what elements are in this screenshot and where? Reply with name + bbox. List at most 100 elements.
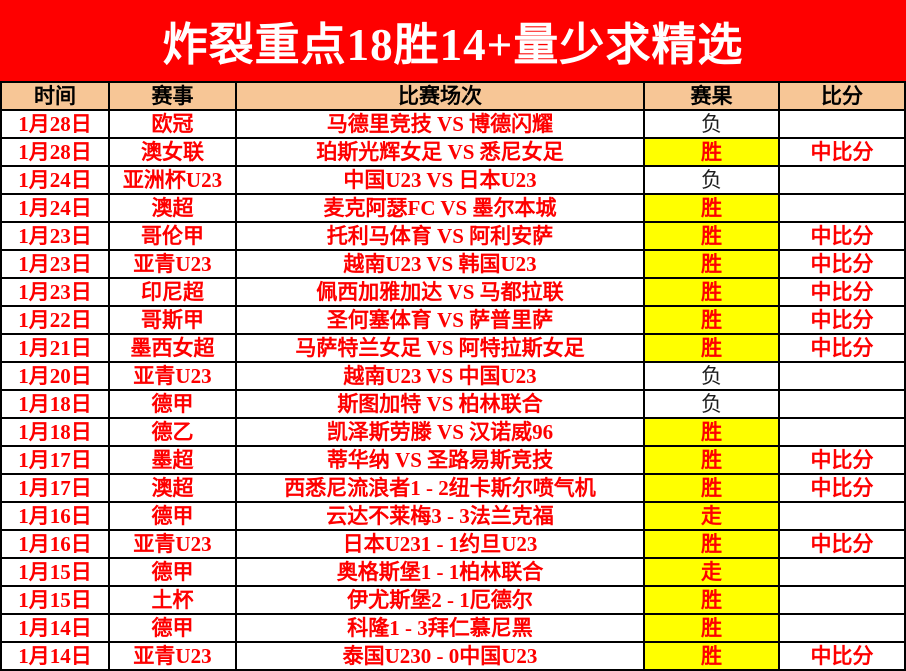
cell-result: 胜: [645, 615, 780, 643]
cell-league: 亚青U23: [110, 531, 237, 559]
cell-league: 德甲: [110, 615, 237, 643]
cell-score: [780, 615, 906, 643]
cell-score: 中比分: [780, 531, 906, 559]
table-row: 1月16日 德甲 云达不莱梅3 - 3法兰克福 走: [0, 503, 906, 531]
header-time: 时间: [0, 83, 110, 111]
cell-match: 科隆1 - 3拜仁慕尼黑: [237, 615, 645, 643]
cell-league: 亚洲杯U23: [110, 167, 237, 195]
cell-score: 中比分: [780, 279, 906, 307]
cell-date: 1月18日: [0, 391, 110, 419]
table-row: 1月17日 澳超 西悉尼流浪者1 - 2纽卡斯尔喷气机 胜 中比分: [0, 475, 906, 503]
banner-title: 炸裂重点18胜14+量少求精选: [162, 20, 744, 70]
cell-result: 胜: [645, 587, 780, 615]
cell-league: 澳女联: [110, 139, 237, 167]
cell-league: 德甲: [110, 559, 237, 587]
cell-league: 澳超: [110, 195, 237, 223]
header-match: 比赛场次: [237, 83, 645, 111]
cell-match: 麦克阿瑟FC VS 墨尔本城: [237, 195, 645, 223]
cell-match: 托利马体育 VS 阿利安萨: [237, 223, 645, 251]
cell-date: 1月14日: [0, 615, 110, 643]
cell-match: 马萨特兰女足 VS 阿特拉斯女足: [237, 335, 645, 363]
cell-date: 1月28日: [0, 139, 110, 167]
cell-result: 胜: [645, 419, 780, 447]
header-score: 比分: [780, 83, 906, 111]
cell-match: 日本U231 - 1约旦U23: [237, 531, 645, 559]
table-row: 1月15日 德甲 奥格斯堡1 - 1柏林联合 走: [0, 559, 906, 587]
cell-score: [780, 587, 906, 615]
cell-result: 胜: [645, 447, 780, 475]
cell-score: 中比分: [780, 307, 906, 335]
cell-score: [780, 559, 906, 587]
cell-date: 1月23日: [0, 223, 110, 251]
cell-league: 亚青U23: [110, 643, 237, 671]
table-row: 1月23日 印尼超 佩西加雅加达 VS 马都拉联 胜 中比分: [0, 279, 906, 307]
cell-score: 中比分: [780, 251, 906, 279]
table-row: 1月15日 土杯 伊尤斯堡2 - 1厄德尔 胜: [0, 587, 906, 615]
cell-league: 欧冠: [110, 111, 237, 139]
cell-league: 亚青U23: [110, 251, 237, 279]
cell-league: 印尼超: [110, 279, 237, 307]
cell-result: 胜: [645, 643, 780, 671]
cell-match: 泰国U230 - 0中国U23: [237, 643, 645, 671]
cell-score: [780, 419, 906, 447]
cell-score: 中比分: [780, 223, 906, 251]
cell-date: 1月17日: [0, 447, 110, 475]
cell-match: 奥格斯堡1 - 1柏林联合: [237, 559, 645, 587]
cell-league: 澳超: [110, 475, 237, 503]
table-row: 1月28日 澳女联 珀斯光辉女足 VS 悉尼女足 胜 中比分: [0, 139, 906, 167]
cell-result: 胜: [645, 223, 780, 251]
table-row: 1月23日 哥伦甲 托利马体育 VS 阿利安萨 胜 中比分: [0, 223, 906, 251]
cell-match: 斯图加特 VS 柏林联合: [237, 391, 645, 419]
cell-score: 中比分: [780, 475, 906, 503]
cell-match: 佩西加雅加达 VS 马都拉联: [237, 279, 645, 307]
cell-score: [780, 111, 906, 139]
cell-date: 1月15日: [0, 587, 110, 615]
cell-result: 胜: [645, 195, 780, 223]
cell-date: 1月24日: [0, 167, 110, 195]
header-league: 赛事: [110, 83, 237, 111]
cell-score: [780, 391, 906, 419]
table-row: 1月16日 亚青U23 日本U231 - 1约旦U23 胜 中比分: [0, 531, 906, 559]
table-row: 1月17日 墨超 蒂华纳 VS 圣路易斯竞技 胜 中比分: [0, 447, 906, 475]
table-header-row: 时间 赛事 比赛场次 赛果 比分: [0, 83, 906, 111]
cell-league: 土杯: [110, 587, 237, 615]
cell-result: 胜: [645, 279, 780, 307]
cell-date: 1月24日: [0, 195, 110, 223]
table-row: 1月14日 德甲 科隆1 - 3拜仁慕尼黑 胜: [0, 615, 906, 643]
cell-result: 负: [645, 167, 780, 195]
cell-league: 德乙: [110, 419, 237, 447]
cell-date: 1月23日: [0, 251, 110, 279]
header-result: 赛果: [645, 83, 780, 111]
table-row: 1月24日 亚洲杯U23 中国U23 VS 日本U23 负: [0, 167, 906, 195]
cell-score: 中比分: [780, 643, 906, 671]
cell-league: 墨超: [110, 447, 237, 475]
cell-date: 1月17日: [0, 475, 110, 503]
cell-match: 蒂华纳 VS 圣路易斯竞技: [237, 447, 645, 475]
cell-match: 马德里竞技 VS 博德闪耀: [237, 111, 645, 139]
cell-score: 中比分: [780, 447, 906, 475]
cell-date: 1月23日: [0, 279, 110, 307]
cell-date: 1月22日: [0, 307, 110, 335]
cell-match: 凯泽斯劳滕 VS 汉诺威96: [237, 419, 645, 447]
cell-league: 哥斯甲: [110, 307, 237, 335]
cell-match: 伊尤斯堡2 - 1厄德尔: [237, 587, 645, 615]
table-row: 1月18日 德乙 凯泽斯劳滕 VS 汉诺威96 胜: [0, 419, 906, 447]
cell-result: 胜: [645, 251, 780, 279]
cell-result: 胜: [645, 139, 780, 167]
table-row: 1月22日 哥斯甲 圣何塞体育 VS 萨普里萨 胜 中比分: [0, 307, 906, 335]
table-body: 1月28日 欧冠 马德里竞技 VS 博德闪耀 负 1月28日 澳女联 珀斯光辉女…: [0, 111, 906, 671]
cell-result: 负: [645, 391, 780, 419]
cell-league: 亚青U23: [110, 363, 237, 391]
cell-result: 负: [645, 111, 780, 139]
table-row: 1月24日 澳超 麦克阿瑟FC VS 墨尔本城 胜: [0, 195, 906, 223]
cell-league: 墨西女超: [110, 335, 237, 363]
cell-score: [780, 195, 906, 223]
cell-date: 1月16日: [0, 503, 110, 531]
results-table: 时间 赛事 比赛场次 赛果 比分 1月28日 欧冠 马德里竞技 VS 博德闪耀 …: [0, 81, 906, 671]
cell-date: 1月28日: [0, 111, 110, 139]
cell-league: 德甲: [110, 391, 237, 419]
cell-match: 圣何塞体育 VS 萨普里萨: [237, 307, 645, 335]
cell-result: 胜: [645, 307, 780, 335]
cell-match: 西悉尼流浪者1 - 2纽卡斯尔喷气机: [237, 475, 645, 503]
